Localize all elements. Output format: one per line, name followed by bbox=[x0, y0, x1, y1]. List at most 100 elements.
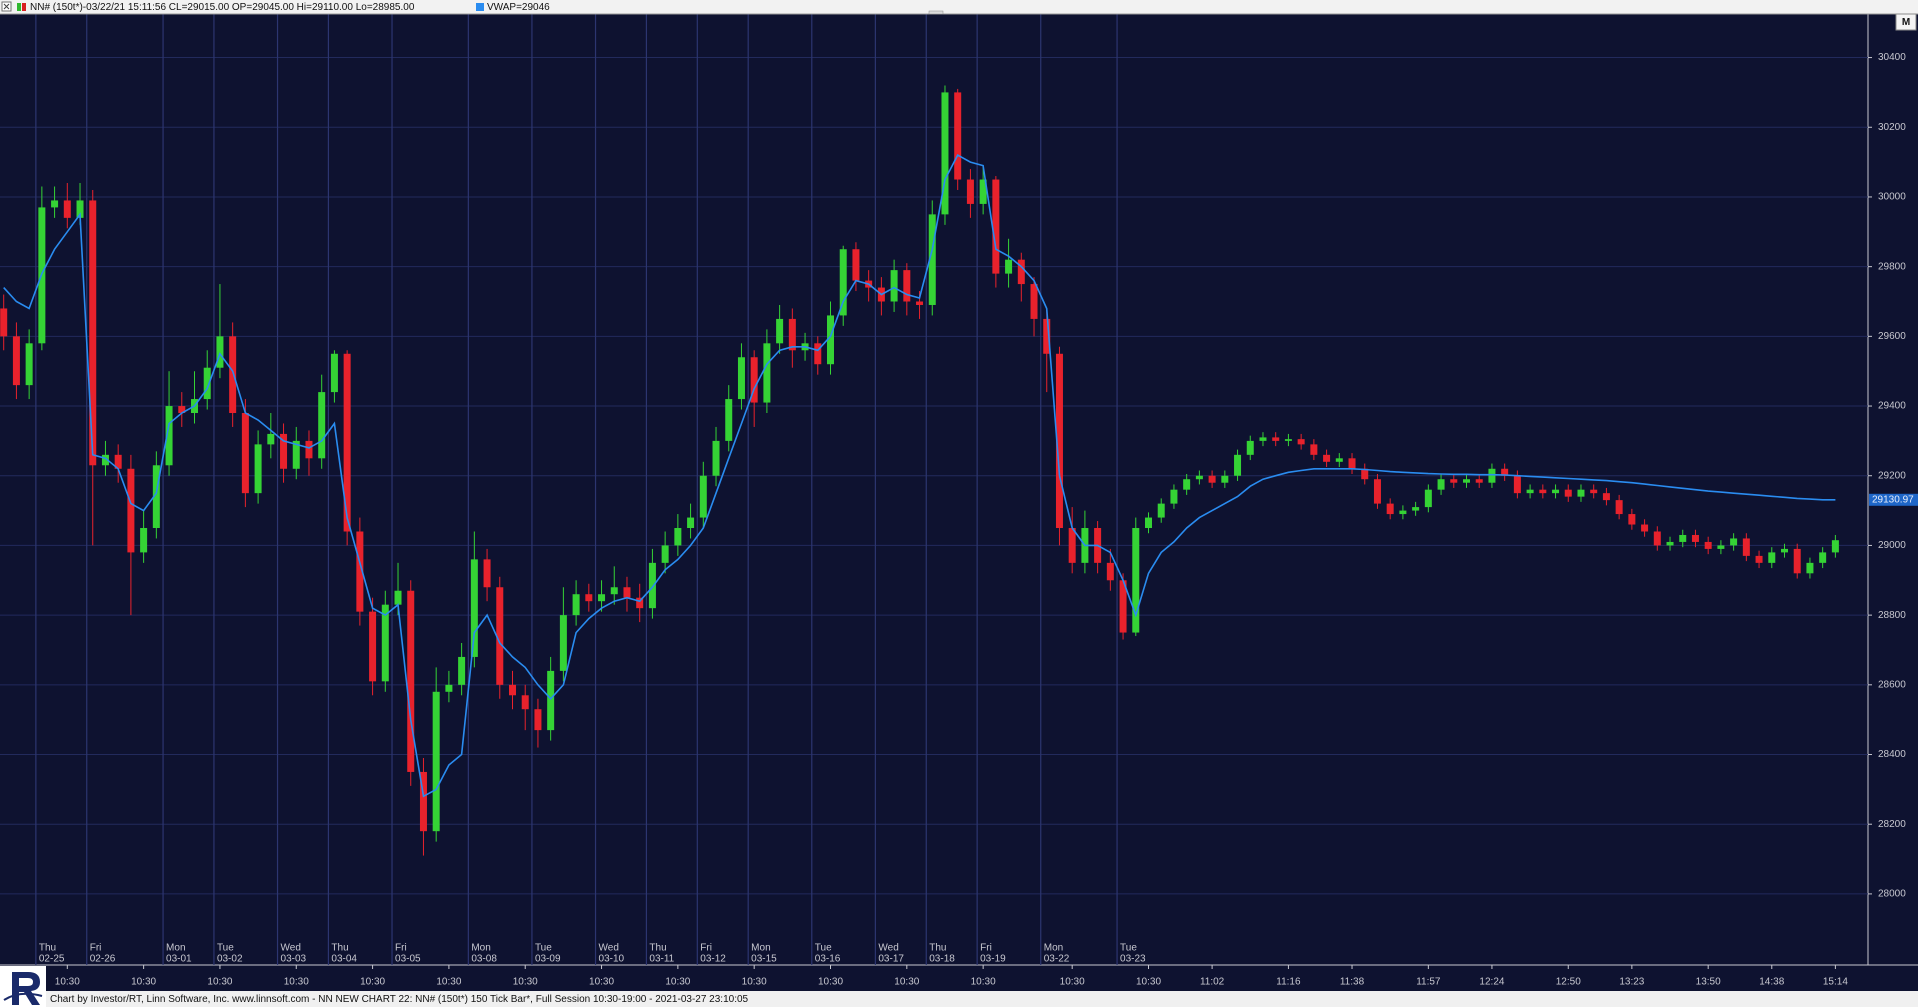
candle-body bbox=[1513, 475, 1521, 494]
footer-text: Chart by Investor/RT, Linn Software, Inc… bbox=[50, 994, 749, 1005]
day-label: Wed bbox=[599, 943, 619, 954]
candle-body bbox=[1488, 468, 1496, 483]
last-value-box bbox=[1869, 493, 1918, 506]
x-tick-label: 10:30 bbox=[1060, 977, 1085, 988]
day-label: 02-26 bbox=[90, 954, 116, 965]
x-tick-label: 11:38 bbox=[1340, 977, 1365, 988]
candle-body bbox=[1653, 531, 1661, 546]
candle-body bbox=[661, 545, 669, 563]
candle-body bbox=[1373, 479, 1381, 504]
logo-swoosh bbox=[3, 992, 43, 1001]
candle-body bbox=[890, 270, 898, 302]
candle-body bbox=[1819, 552, 1827, 563]
candle-body bbox=[63, 200, 71, 218]
candle-body bbox=[76, 200, 84, 218]
y-tick-label: 28200 bbox=[1878, 819, 1906, 830]
day-label: Tue bbox=[217, 943, 234, 954]
splitter-handle[interactable] bbox=[928, 10, 944, 15]
candle-body bbox=[1641, 524, 1649, 532]
candle-body bbox=[241, 413, 249, 494]
candle-body bbox=[1526, 489, 1534, 494]
day-label: Fri bbox=[90, 943, 102, 954]
header-title: NN# (150t*)-03/22/21 15:11:56 CL=29015.0… bbox=[30, 2, 415, 13]
grid-layer bbox=[0, 14, 1872, 969]
candle-body bbox=[1615, 500, 1623, 515]
candle-body bbox=[12, 336, 20, 386]
candle-body bbox=[712, 440, 720, 476]
candle-body bbox=[521, 695, 529, 710]
candle-body bbox=[1132, 528, 1140, 633]
y-tick-label: 29800 bbox=[1878, 261, 1906, 272]
candle-body bbox=[394, 590, 402, 605]
day-label: 03-08 bbox=[471, 954, 497, 965]
day-label: Fri bbox=[700, 943, 712, 954]
time-axis-strip bbox=[0, 965, 1918, 991]
candle-body bbox=[1170, 489, 1178, 504]
candle-body bbox=[152, 465, 160, 529]
candle-body bbox=[419, 771, 427, 832]
candle-body bbox=[432, 691, 440, 832]
x-tick-label: 10:30 bbox=[742, 977, 767, 988]
candle-body bbox=[1577, 489, 1585, 497]
candle-body bbox=[699, 475, 707, 518]
candle-body bbox=[1246, 440, 1254, 455]
candle-body bbox=[343, 353, 351, 532]
candle-body bbox=[763, 343, 771, 403]
menu-button[interactable] bbox=[1895, 13, 1917, 31]
x-tick-label: 10:30 bbox=[436, 977, 461, 988]
candle-body bbox=[1539, 489, 1547, 494]
marks-layer bbox=[0, 85, 1839, 856]
y-tick-label: 30400 bbox=[1878, 52, 1906, 63]
candle-body bbox=[547, 670, 555, 731]
y-tick-label: 29600 bbox=[1878, 331, 1906, 342]
menu-button-label[interactable]: M bbox=[1902, 17, 1910, 28]
candle-body bbox=[1399, 510, 1407, 515]
x-tick-label: 11:16 bbox=[1276, 977, 1301, 988]
candle-body bbox=[1348, 458, 1356, 469]
candle-body bbox=[1628, 514, 1636, 525]
y-tick-label: 28600 bbox=[1878, 679, 1906, 690]
candle-body bbox=[1552, 489, 1560, 494]
candle-body bbox=[979, 179, 987, 204]
close-icon[interactable] bbox=[3, 3, 10, 10]
candle-body bbox=[572, 594, 580, 616]
x-tick-label: 14:38 bbox=[1759, 977, 1784, 988]
candle-body bbox=[852, 249, 860, 281]
candle-body bbox=[101, 454, 109, 466]
candle-body bbox=[1030, 284, 1038, 319]
candle-body bbox=[330, 353, 338, 393]
x-tick-label: 10:30 bbox=[207, 977, 232, 988]
day-label: 03-11 bbox=[649, 954, 674, 965]
candle-body bbox=[916, 301, 924, 305]
footer-bar bbox=[0, 991, 1918, 1007]
day-label: Mon bbox=[1044, 943, 1063, 954]
candle-body bbox=[585, 594, 593, 602]
candle-body bbox=[25, 343, 33, 386]
x-tick-label: 10:30 bbox=[971, 977, 996, 988]
y-tick-label: 28800 bbox=[1878, 610, 1906, 621]
candle-body bbox=[610, 587, 618, 595]
candle-body bbox=[1412, 507, 1420, 511]
day-label: Tue bbox=[815, 943, 832, 954]
y-tick-label: 29000 bbox=[1878, 540, 1906, 551]
vwap-line bbox=[3, 154, 1836, 798]
candle-body bbox=[1450, 479, 1458, 483]
candle-body bbox=[928, 214, 936, 305]
candle-body bbox=[1831, 540, 1839, 553]
candle-body bbox=[750, 357, 758, 403]
y-tick-label: 30000 bbox=[1878, 192, 1906, 203]
candle-body bbox=[776, 318, 784, 344]
legend-up-swatch bbox=[17, 3, 21, 11]
x-tick-label: 10:30 bbox=[589, 977, 614, 988]
day-label: Thu bbox=[649, 943, 666, 954]
candle-body bbox=[1602, 493, 1610, 501]
day-label: Thu bbox=[39, 943, 56, 954]
day-label: 03-16 bbox=[815, 954, 841, 965]
legend-down-swatch bbox=[22, 3, 26, 11]
candle-body bbox=[445, 684, 453, 692]
x-tick-label: 10:30 bbox=[55, 977, 80, 988]
candle-body bbox=[229, 336, 237, 414]
candle-body bbox=[1475, 479, 1483, 483]
